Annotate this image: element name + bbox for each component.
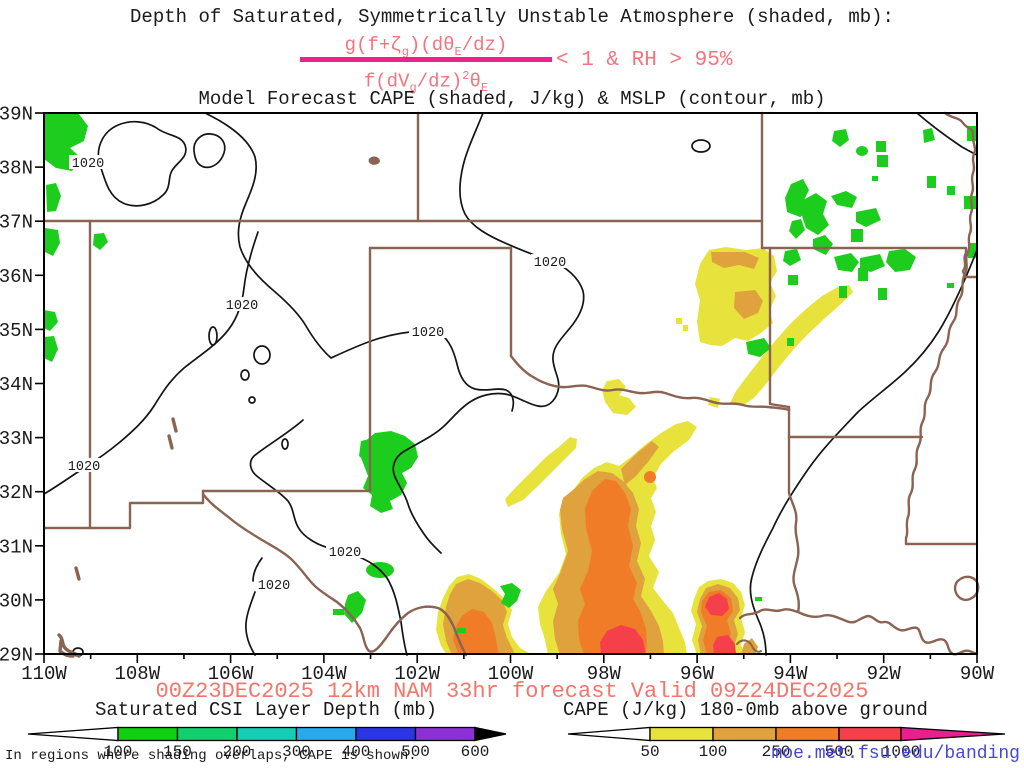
formula-segment: g(f+ζ [344, 34, 402, 56]
contour-labels: 1020 1020 1020 1020 1020 1020 1020 [65, 155, 569, 594]
cape-colorbar: 50 100 250 500 1000 [567, 726, 1006, 761]
colorbar-segment [712, 726, 777, 742]
colorbar-segment [355, 726, 417, 742]
y-axis-label: 31N [0, 536, 33, 558]
cape-colorbar-title: CAPE (J/kg) 180-0mb above ground [563, 699, 928, 721]
formula-segment: /dz) [461, 34, 508, 56]
colorbar-label: 1000 [882, 743, 920, 761]
contour-label-halo [69, 155, 107, 169]
x-axis-label: 102W [394, 663, 440, 685]
colorbar-label: 150 [163, 743, 192, 761]
colorbar-label: 50 [640, 743, 659, 761]
x-axis-label: 92W [867, 663, 902, 685]
formula-segment: E [454, 44, 462, 59]
x-axis-label: 96W [680, 663, 715, 685]
colorbar-left-arrow [567, 726, 651, 742]
y-axis-label: 29N [0, 645, 33, 667]
y-axis-label: 30N [0, 590, 33, 612]
website-link[interactable]: moe.met.fsu.edu/banding [771, 744, 1020, 764]
x-axis-label: 104W [301, 663, 347, 685]
colorbar-segment [775, 726, 840, 742]
x-axis-label: 108W [114, 663, 160, 685]
formula-segment: θ [469, 70, 481, 93]
formula-segment: g [401, 44, 409, 59]
colorbar-segment [838, 726, 902, 742]
csi-colorbar-title: Saturated CSI Layer Depth (mb) [95, 699, 438, 721]
colorbar-segment [414, 726, 476, 742]
contour-label-halo [326, 544, 364, 558]
x-axis-label: 94W [773, 663, 808, 685]
contour-label: 1020 [68, 460, 100, 475]
colorbar-segment [295, 726, 357, 742]
formula-segment: f(dV [363, 70, 410, 93]
contour-label-halo [531, 254, 569, 268]
state-borders [42, 111, 980, 658]
x-axis-label: 90W [960, 663, 995, 685]
colorbar-segment [176, 726, 238, 742]
formula-fraction-bar [300, 57, 552, 62]
contour-label-halo [65, 458, 103, 472]
colorbar-label: 600 [461, 743, 490, 761]
cape-shading-500 [600, 593, 736, 655]
colorbar-label: 250 [762, 743, 791, 761]
y-axis-label: 34N [0, 374, 33, 396]
axis-ticks [35, 112, 978, 663]
mslp-contours [43, 112, 978, 657]
colorbar-label: 300 [282, 743, 311, 761]
colorbar-right-arrow [900, 726, 1006, 742]
csi-colorbar: 100 150 200 300 400 500 600 [27, 726, 507, 761]
y-axis-label: 35N [0, 320, 33, 342]
page-title: Depth of Saturated, Symmetrically Unstab… [130, 6, 894, 28]
formula-segment: g [409, 80, 417, 95]
overlap-note: In regions where shading overlaps, CAPE … [5, 748, 417, 764]
y-axis-label: 38N [0, 158, 33, 180]
colorbar-label: 100 [104, 743, 133, 761]
contour-label: 1020 [226, 299, 258, 314]
colorbar-label: 400 [342, 743, 371, 761]
contour-label: 1020 [412, 326, 444, 341]
y-axis-label: 39N [0, 104, 33, 126]
formula-segment: 2 [462, 68, 470, 83]
model-run-info: 00Z23DEC2025 12km NAM 33hr forecast Vali… [155, 679, 869, 704]
contour-label: 1020 [534, 256, 566, 271]
y-axis-label: 36N [0, 266, 33, 288]
x-axis-label: 106W [208, 663, 254, 685]
formula-segment: /dz) [416, 70, 463, 93]
y-axis-label: 37N [0, 212, 33, 234]
y-axis-label: 33N [0, 428, 33, 450]
formula-segment: E [480, 80, 489, 95]
formula: g(f+ζg)(dθE/dz) f(dVg/dz)2θE [298, 34, 554, 95]
contour-label: 1020 [72, 157, 104, 172]
contour-label: 1020 [329, 546, 361, 561]
x-axis-label: 100W [488, 663, 534, 685]
contour-label-halo [409, 324, 447, 338]
x-axis-label: 110W [21, 663, 67, 685]
formula-condition: < 1 & RH > 95% [556, 49, 733, 72]
colorbar-segment [236, 726, 298, 742]
colorbar-label: 500 [825, 743, 854, 761]
colorbar-segment [649, 726, 714, 742]
subtitle: Model Forecast CAPE (shaded, J/kg) & MSL… [198, 88, 826, 110]
contour-label: 1020 [258, 579, 290, 594]
colorbar-left-arrow [27, 726, 119, 742]
x-axis-label: 98W [587, 663, 622, 685]
colorbar-segment [117, 726, 179, 742]
formula-numerator: g(f+ζg)(dθE/dz) [298, 34, 554, 59]
csi-shaded-regions [44, 113, 977, 633]
contour-label-halo [255, 577, 293, 591]
colorbar-label: 200 [223, 743, 252, 761]
contour-label-halo [223, 297, 261, 311]
y-axis-label: 32N [0, 482, 33, 504]
colorbar-label: 100 [699, 743, 728, 761]
colorbar-label: 500 [401, 743, 430, 761]
colorbar-right-arrow [474, 726, 507, 742]
formula-segment: )(dθ [408, 34, 455, 56]
formula-denominator: f(dVg/dz)2θE [298, 69, 554, 95]
